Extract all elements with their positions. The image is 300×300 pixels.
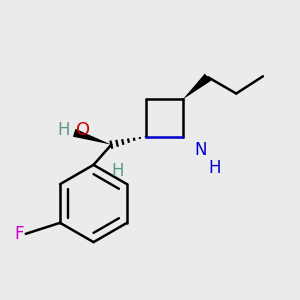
Text: H: H [57, 122, 70, 140]
Text: H: H [112, 162, 124, 180]
Text: F: F [14, 225, 23, 243]
Polygon shape [73, 129, 111, 145]
Text: O: O [76, 121, 90, 139]
Text: H: H [208, 159, 220, 177]
Text: N: N [195, 141, 207, 159]
Polygon shape [183, 74, 211, 100]
